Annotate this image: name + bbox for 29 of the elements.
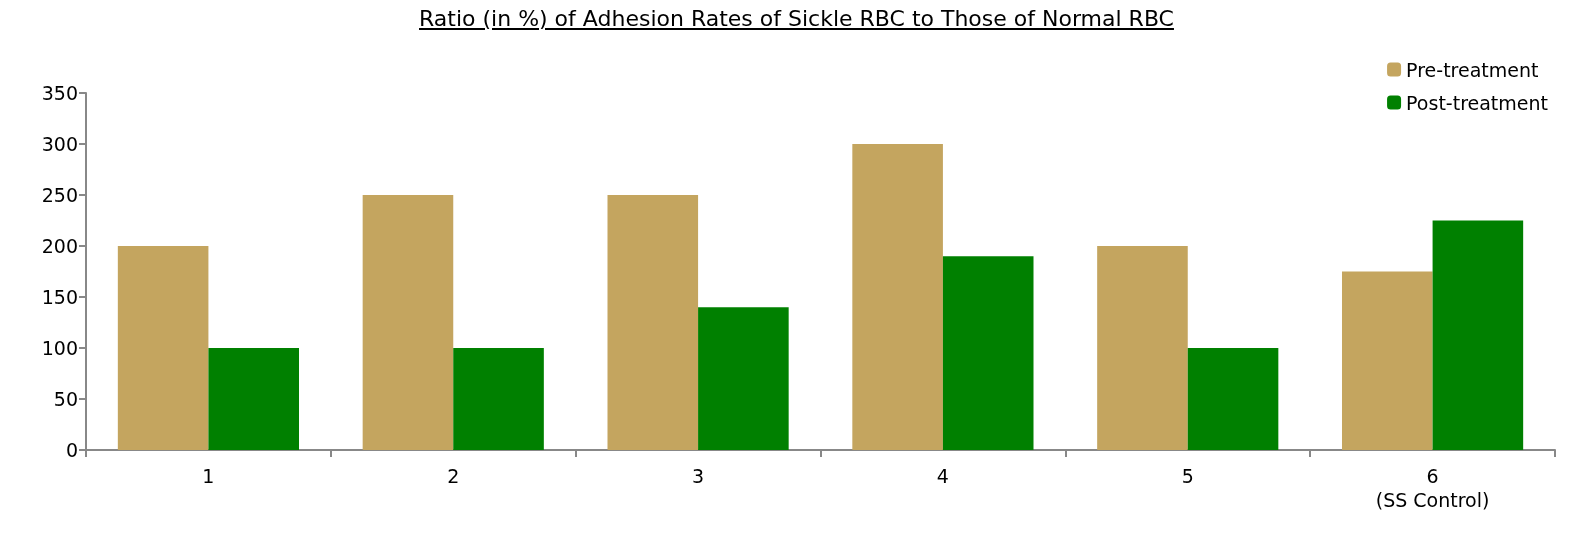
- bar: [453, 348, 544, 450]
- y-tick-label: 250: [41, 184, 78, 206]
- bar: [1187, 348, 1279, 450]
- y-tick-label: 300: [41, 133, 78, 155]
- y-tick-label: 50: [53, 388, 78, 410]
- bar: [117, 246, 209, 450]
- bar: [607, 195, 699, 450]
- bar: [942, 256, 1034, 450]
- x-tick-label: 5: [1181, 465, 1194, 487]
- y-tick-label: 150: [41, 286, 78, 308]
- bar: [852, 144, 943, 450]
- bar: [1342, 271, 1433, 450]
- x-tick-label: 4: [936, 465, 949, 487]
- chart-title: Ratio (in %) of Adhesion Rates of Sickle RBC to Those of Normal RBC: [418, 6, 1175, 31]
- x-tick-label: 1: [202, 465, 215, 487]
- legend-label: Pre-treatment: [1406, 58, 1539, 81]
- y-tick-label: 200: [41, 235, 78, 257]
- x-tick-label: 2: [447, 465, 460, 487]
- legend-label: Post-treatment: [1406, 91, 1549, 114]
- y-tick-label: 100: [41, 337, 78, 359]
- x-tick-label: 6 (SS Control): [1375, 465, 1490, 511]
- bar: [698, 307, 789, 450]
- x-tick-label: 3: [692, 465, 705, 487]
- bar: [1097, 246, 1188, 450]
- bar: [1432, 220, 1524, 450]
- bar: [208, 348, 300, 450]
- bar: [362, 195, 454, 450]
- y-tick-label: 0: [65, 439, 78, 461]
- y-tick-label: 350: [41, 82, 78, 104]
